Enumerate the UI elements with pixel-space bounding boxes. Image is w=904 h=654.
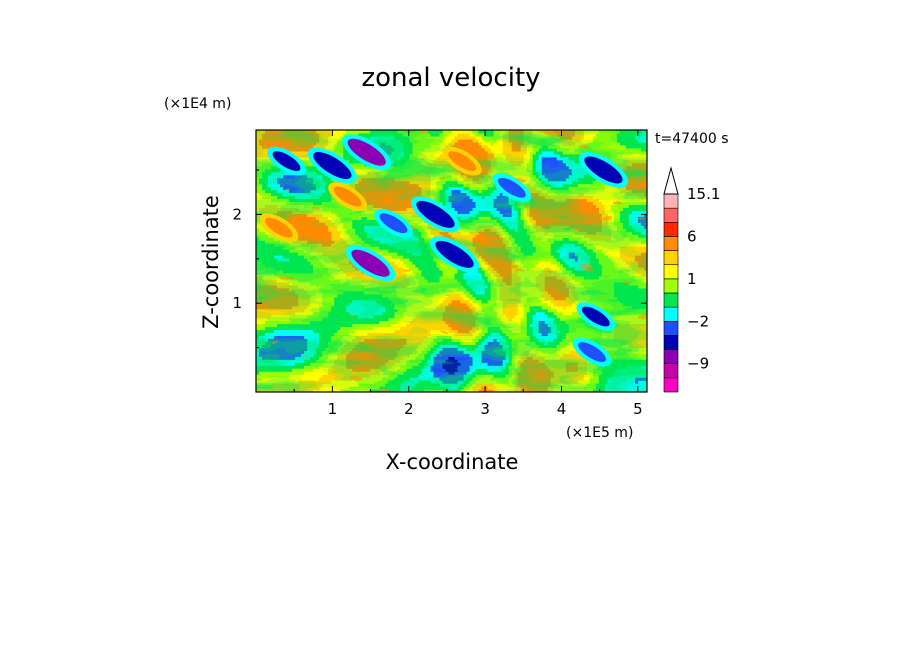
x-tick-label: 1 — [328, 400, 338, 418]
x-tick-label: 5 — [633, 400, 643, 418]
anomaly-core — [448, 151, 477, 171]
x-tick-label: 4 — [557, 400, 567, 418]
colorbar-tick-label: 1 — [687, 270, 697, 288]
anomaly-core — [333, 186, 362, 207]
colorbar-swatch — [663, 335, 679, 350]
time-label: t=47400 s — [655, 131, 729, 147]
feature-layer — [259, 134, 629, 367]
x-tick-label: 3 — [480, 400, 490, 418]
colorbar-tick-label: −9 — [687, 355, 709, 373]
colorbar-tick-label: 15.1 — [687, 185, 720, 203]
colorbar-swatch — [663, 292, 679, 308]
anomaly-core — [347, 138, 386, 166]
anomaly-core — [497, 177, 526, 198]
x-tick-label: 2 — [404, 400, 414, 418]
colorbar-swatch — [663, 363, 679, 379]
y-axis-label: Z-coordinate — [199, 195, 223, 329]
anomaly-core — [581, 306, 610, 327]
colorbar: 15.1 6 1 −2 −9 — [663, 166, 720, 393]
colorbar-swatch — [663, 250, 679, 266]
anomaly-core — [435, 240, 474, 268]
y-tick-label: 1 — [232, 294, 242, 312]
colorbar-swatch — [663, 320, 679, 336]
anomaly-core — [272, 151, 301, 171]
x-axis: 1 2 3 4 5 — [293, 130, 643, 418]
colorbar-swatch — [663, 278, 679, 294]
x-scale-label: (×1E5 m) — [566, 425, 633, 441]
y-scale-label: (×1E4 m) — [164, 96, 231, 112]
anomaly-core — [351, 249, 390, 277]
contour-field — [256, 130, 647, 392]
colorbar-extend-arrow — [663, 166, 679, 195]
anomaly-core — [578, 342, 606, 362]
colorbar-swatch — [663, 193, 679, 209]
colorbar-swatch — [663, 349, 679, 365]
colorbar-swatch — [663, 207, 679, 223]
y-tick-label: 2 — [232, 205, 242, 223]
anomaly-core — [416, 200, 455, 228]
anomaly-core — [313, 152, 352, 180]
colorbar-swatch — [663, 221, 679, 237]
colorbar-swatch — [663, 377, 679, 393]
anomaly-core — [264, 217, 293, 238]
colorbar-tick-label: −2 — [687, 312, 709, 330]
colorbar-swatch — [663, 264, 679, 280]
colorbar-swatch — [663, 236, 679, 251]
anomaly-core — [584, 156, 623, 184]
anomaly-core — [379, 213, 408, 234]
chart-title: zonal velocity — [361, 63, 540, 93]
colorbar-swatch — [663, 306, 679, 322]
colorbar-tick-label: 6 — [687, 227, 697, 245]
plot-frame — [255, 129, 648, 393]
x-axis-label: X-coordinate — [386, 450, 519, 474]
y-axis: 12 — [232, 169, 647, 349]
